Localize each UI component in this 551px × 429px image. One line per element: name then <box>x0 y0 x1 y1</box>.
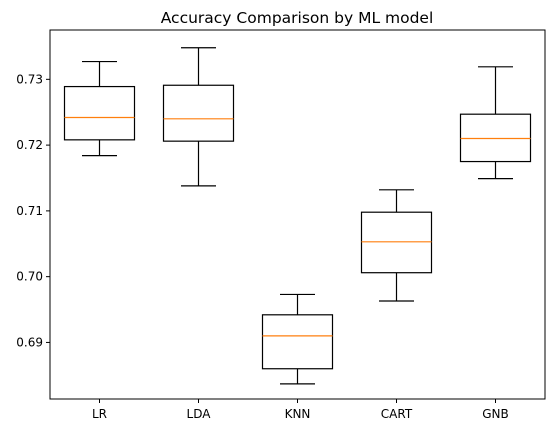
box-cart <box>360 189 433 302</box>
y-tick-label: 0.70 <box>16 270 43 284</box>
box-iqr <box>360 211 433 274</box>
y-tick-label: 0.72 <box>16 138 43 152</box>
x-tick-label: LDA <box>187 407 212 421</box>
x-tick-label: CART <box>381 407 413 421</box>
boxes <box>63 47 532 385</box>
chart-title: Accuracy Comparison by ML model <box>161 9 434 27</box>
y-tick-label: 0.73 <box>16 72 43 86</box>
box-lr <box>63 60 136 157</box>
plot-frame <box>49 29 546 400</box>
box-gnb <box>459 66 532 180</box>
y-axis: 0.69 0.70 0.71 0.72 0.73 <box>16 72 50 349</box>
x-tick-label: GNB <box>482 407 509 421</box>
x-axis: LR LDA KNN CART GNB <box>92 399 509 421</box>
box-lda <box>162 47 235 187</box>
box-iqr <box>261 314 334 370</box>
box-knn <box>261 293 334 385</box>
box-iqr <box>459 113 532 163</box>
y-tick-label: 0.71 <box>16 204 43 218</box>
box-iqr <box>162 84 235 142</box>
x-tick-label: KNN <box>285 407 311 421</box>
y-tick-label: 0.69 <box>16 335 43 349</box>
x-tick-label: LR <box>92 407 107 421</box>
box-iqr <box>63 85 136 141</box>
